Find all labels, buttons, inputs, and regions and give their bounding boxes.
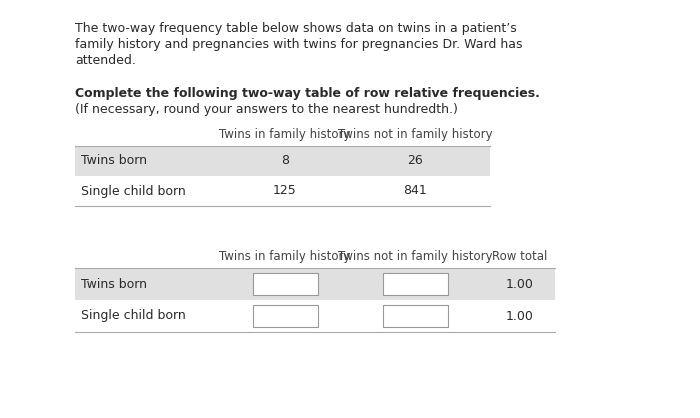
Text: 8: 8 — [281, 155, 289, 168]
Text: Twins born: Twins born — [81, 278, 147, 291]
Text: (If necessary, round your answers to the nearest hundredth.): (If necessary, round your answers to the… — [75, 103, 458, 116]
Text: Twins born: Twins born — [81, 155, 147, 168]
Text: 26: 26 — [407, 155, 423, 168]
Text: The two-way frequency table below shows data on twins in a patient’s: The two-way frequency table below shows … — [75, 22, 517, 35]
Text: Single child born: Single child born — [81, 309, 186, 323]
Text: attended.: attended. — [75, 54, 136, 67]
Text: 1.00: 1.00 — [506, 278, 534, 291]
Text: 125: 125 — [273, 184, 297, 197]
Text: Row total: Row total — [492, 250, 547, 263]
Text: Twins in family history: Twins in family history — [219, 128, 351, 141]
Text: Single child born: Single child born — [81, 184, 186, 197]
Text: family history and pregnancies with twins for pregnancies Dr. Ward has: family history and pregnancies with twin… — [75, 38, 522, 51]
Text: Twins in family history: Twins in family history — [219, 250, 351, 263]
Text: 1.00: 1.00 — [506, 309, 534, 323]
Text: Complete the following two-way table of row relative frequencies.: Complete the following two-way table of … — [75, 87, 540, 100]
Text: Twins not in family history: Twins not in family history — [337, 250, 492, 263]
Text: 841: 841 — [403, 184, 427, 197]
Text: Twins not in family history: Twins not in family history — [337, 128, 492, 141]
